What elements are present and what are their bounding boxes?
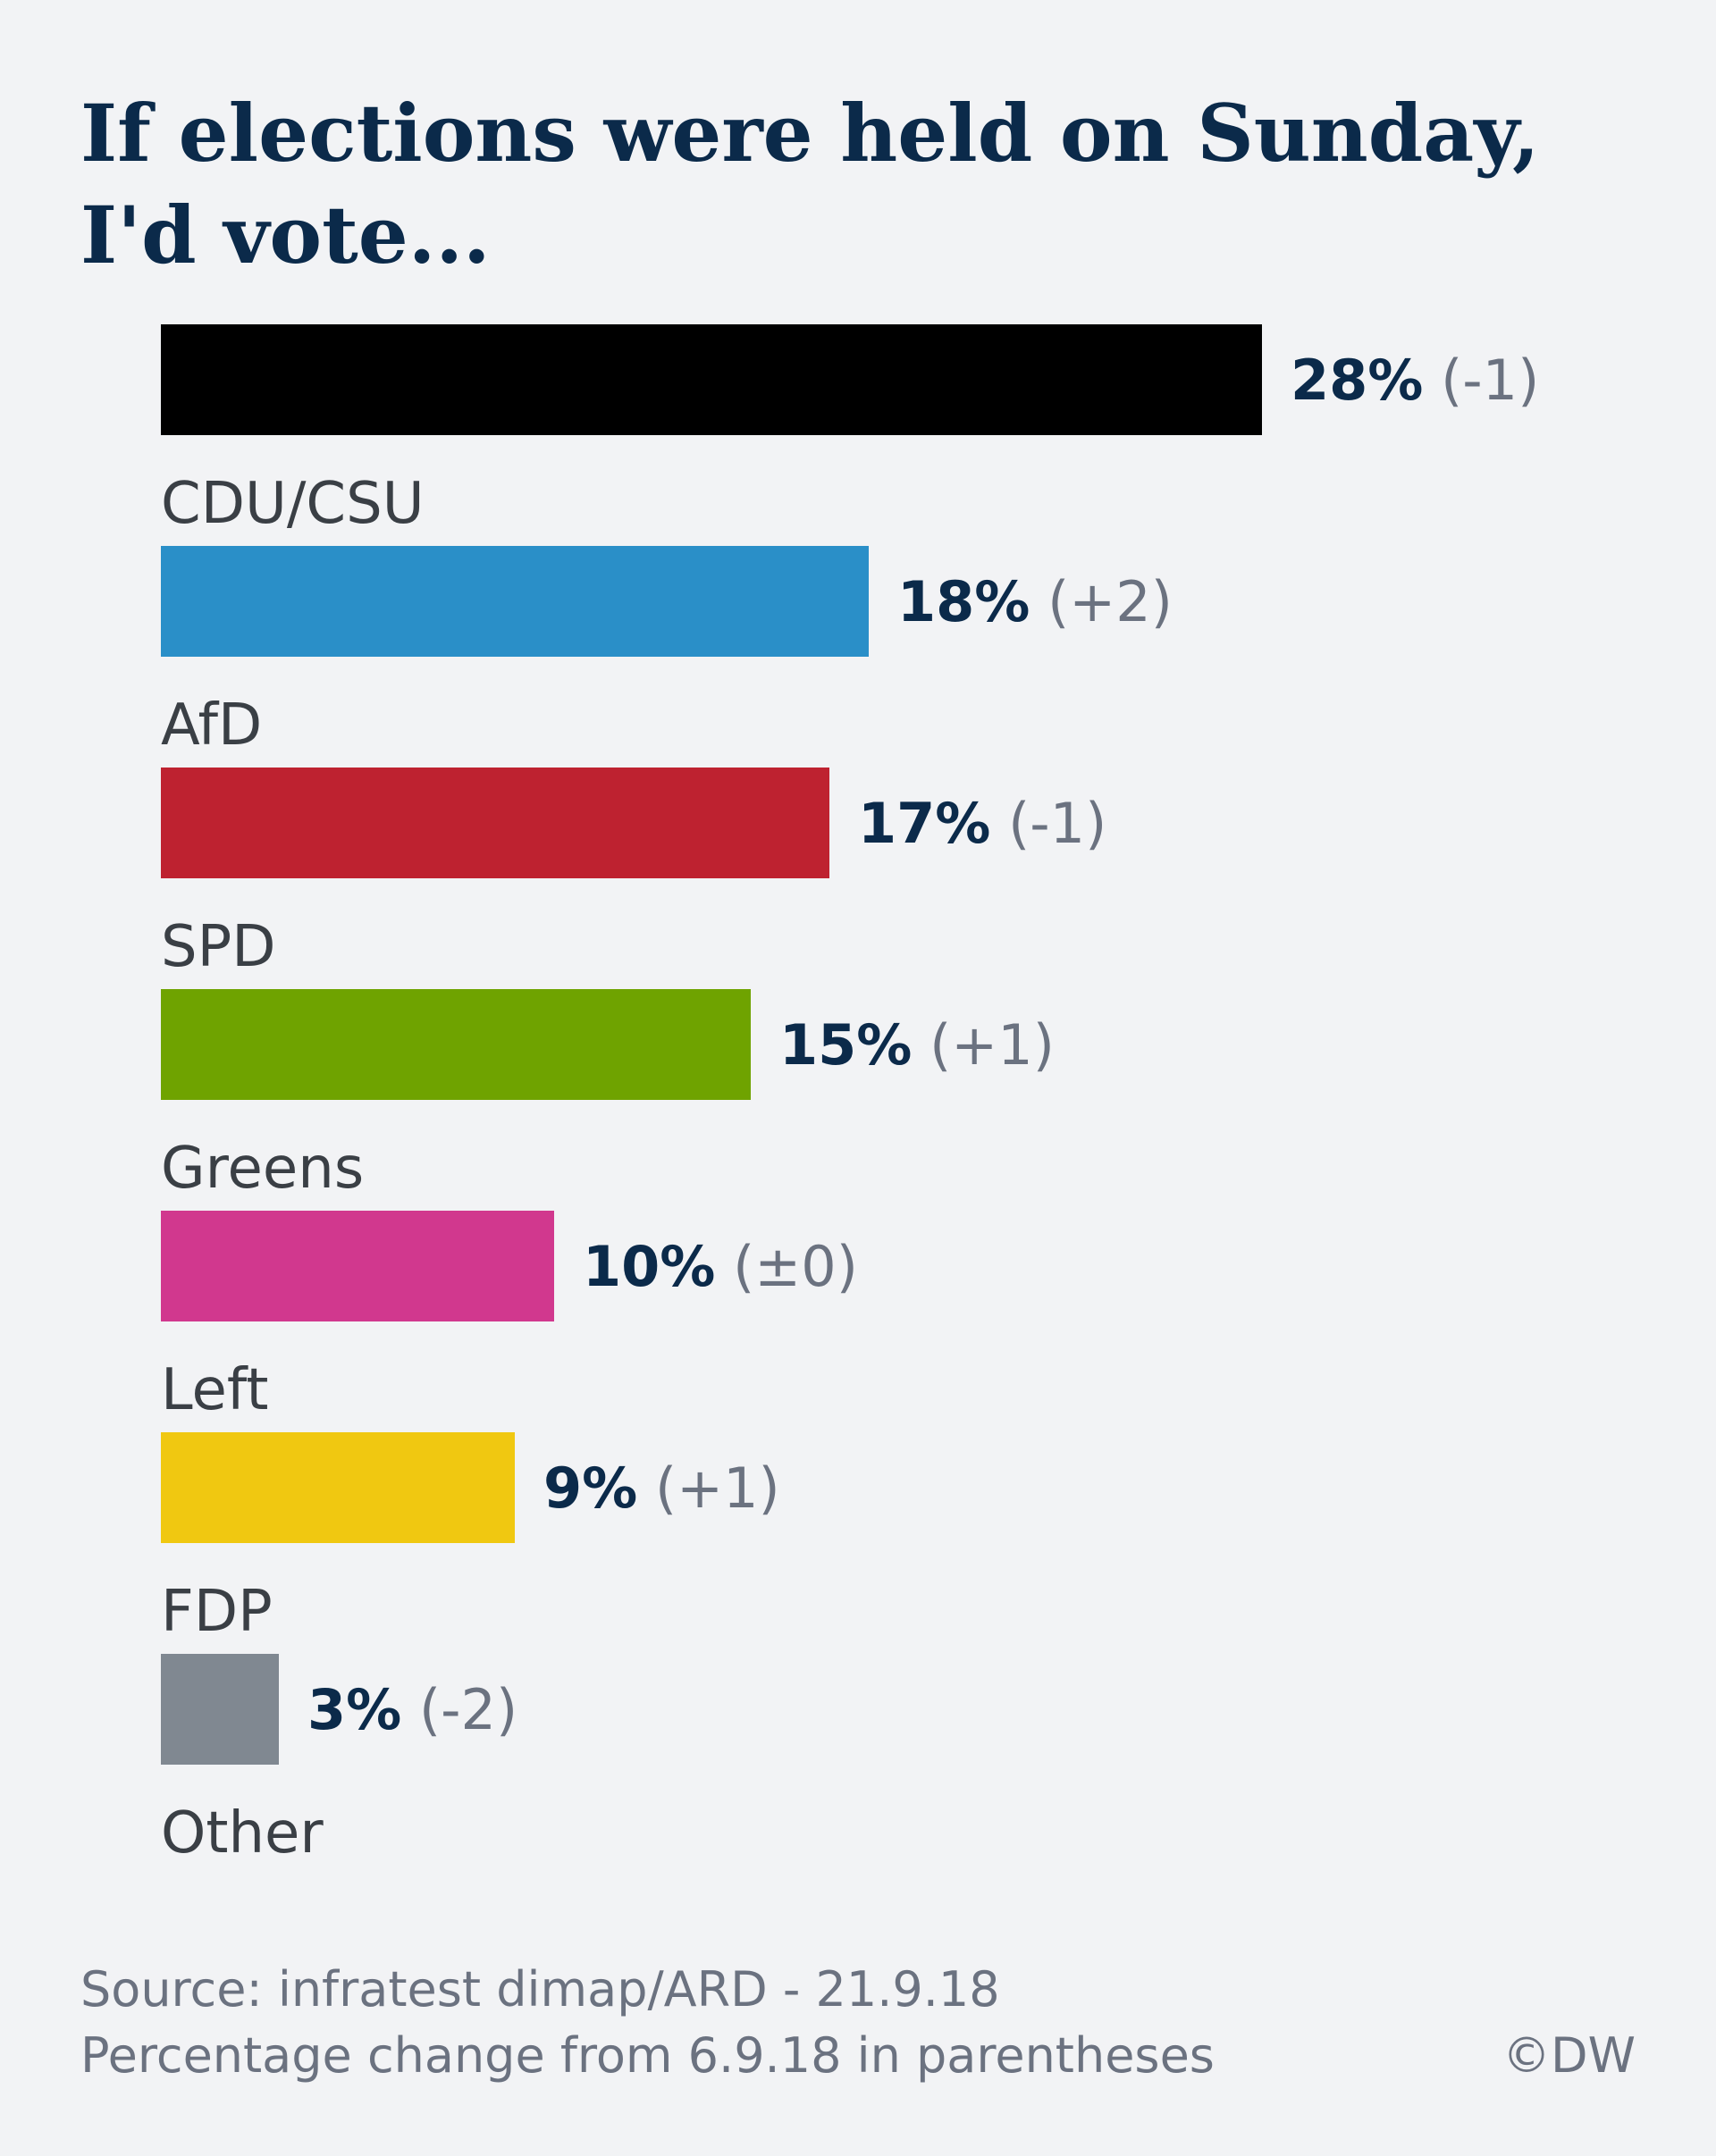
bar-cdu-csu [161,324,1262,435]
value-change-left: (±0) [715,1234,857,1299]
bar-left [161,1211,554,1321]
bar-fdp [161,1432,515,1543]
value-change-spd: (-1) [990,791,1106,856]
value-label-afd: 18% (+2) [897,569,1173,634]
value-percent-left: 10% [583,1234,715,1299]
category-label-afd: AfD [161,692,262,759]
value-label-greens: 15% (+1) [779,1012,1055,1078]
chart-title-line-1: If elections were held on Sunday, [80,87,1540,180]
category-label-other: Other [161,1800,324,1867]
value-label-fdp: 9% (+1) [543,1456,780,1521]
value-change-cdu-csu: (-1) [1423,348,1539,413]
value-label-left: 10% (±0) [583,1234,858,1299]
value-label-cdu-csu: 28% (-1) [1291,348,1539,413]
category-label-cdu-csu: CDU/CSU [161,471,425,537]
category-label-left: Left [161,1357,268,1423]
value-percent-greens: 15% [779,1012,912,1078]
value-percent-cdu-csu: 28% [1291,348,1423,413]
category-label-spd: SPD [161,914,276,980]
value-percent-afd: 18% [897,569,1030,634]
source-note: Source: infratest dimap/ARD - 21.9.18 [80,1961,1000,2018]
chart-title: If elections were held on Sunday, I'd vo… [80,82,1600,286]
chart-title-line-2: I'd vote... [80,189,491,281]
value-percent-fdp: 9% [543,1456,637,1521]
bar-chart: 28% (-1) CDU/CSU 18% (+2) AfD 17% (-1) SPD 15%… [161,324,1539,1867]
value-label-other: 3% (-2) [307,1677,517,1742]
value-label-spd: 17% (-1) [858,791,1106,856]
category-label-greens: Greens [161,1136,364,1202]
value-percent-other: 3% [307,1677,401,1742]
value-change-afd: (+2) [1030,569,1172,634]
bar-afd [161,546,869,657]
category-label-fdp: FDP [161,1579,273,1645]
value-percent-spd: 17% [858,791,990,856]
value-change-greens: (+1) [912,1012,1054,1078]
bar-greens [161,989,751,1100]
bar-other [161,1654,279,1765]
copyright-label: ©DW [1502,2027,1636,2084]
change-note: Percentage change from 6.9.18 in parenth… [80,2027,1215,2084]
value-change-other: (-2) [401,1677,517,1742]
value-change-fdp: (+1) [637,1456,779,1521]
chart-footer: Source: infratest dimap/ARD - 21.9.18 Pe… [80,1957,1215,2089]
bar-spd [161,768,829,878]
